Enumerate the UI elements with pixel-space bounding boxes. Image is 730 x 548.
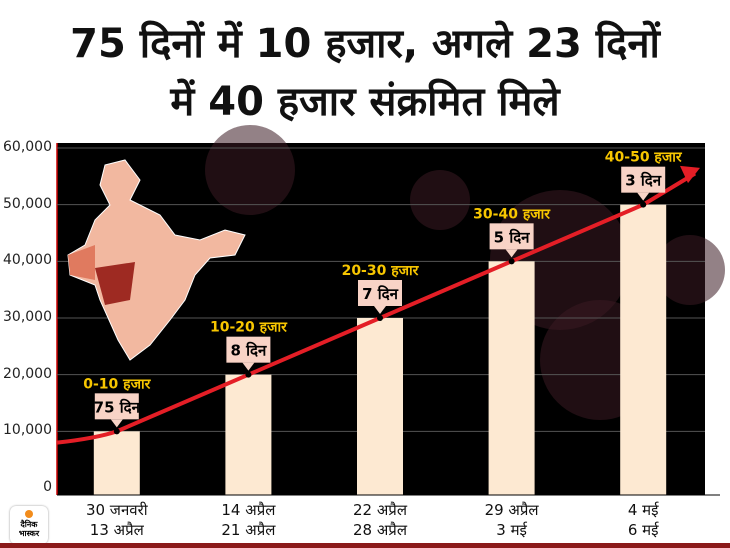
y-tick-label: 40,000 [3, 252, 52, 269]
x-tick-label: 13 अप्रैल [89, 521, 144, 539]
day-box-pointer [242, 362, 255, 371]
day-box [226, 336, 271, 363]
day-box-pointer [637, 192, 650, 201]
day-label: 3 दिन [625, 172, 662, 190]
range-label: 10-20 हजार [210, 320, 288, 336]
bar [620, 204, 667, 495]
india-map-hotspot [95, 262, 135, 305]
day-box [94, 393, 139, 420]
y-tick-label: 30,000 [3, 309, 52, 325]
day-box-pointer [110, 419, 123, 428]
range-label: 20-30 हजार [342, 263, 420, 279]
x-tick-label: 21 अप्रैल [221, 521, 276, 539]
day-box [358, 280, 402, 306]
data-point [245, 371, 252, 378]
x-tick-label: 30 जनवरी [85, 501, 148, 519]
footer-bar [0, 543, 730, 548]
x-tick-label: 14 अप्रैल [221, 501, 276, 519]
range-label: 0-10 हजार [83, 376, 151, 392]
day-label: 8 दिन [230, 342, 267, 360]
x-tick-label: 3 मई [496, 521, 527, 539]
trend-line [56, 171, 697, 445]
trend-arrow-icon [680, 165, 700, 184]
india-map-region [68, 245, 95, 280]
y-tick-label: 20,000 [3, 365, 52, 382]
data-point [508, 258, 515, 265]
x-tick-label: 4 मई [627, 501, 659, 519]
x-tick-label: 29 अप्रैल [484, 501, 539, 519]
data-point [377, 315, 383, 321]
day-box-pointer [505, 249, 518, 258]
x-tick-label: 6 मई [627, 521, 659, 539]
day-box-pointer [374, 306, 386, 314]
bar [225, 374, 272, 495]
x-tick-label: 28 अप्रैल [352, 521, 408, 539]
bar [488, 261, 535, 495]
virus-icon [205, 125, 295, 215]
range-label: 30-40 हजार [473, 206, 551, 222]
virus-icon [655, 235, 725, 305]
range-label: 40-50 हजार [605, 150, 683, 166]
data-point [640, 201, 647, 208]
y-tick-label: 10,000 [3, 422, 52, 439]
bar [357, 318, 403, 495]
day-label: 75 दिन [94, 398, 141, 416]
day-box [489, 223, 534, 250]
day-label: 5 दिन [494, 228, 531, 246]
day-box [621, 166, 666, 193]
india-map [67, 159, 246, 361]
bar [93, 431, 140, 495]
title-line-2: में 40 हजार संक्रमित मिले [170, 79, 560, 125]
y-tick-label: 0 [43, 479, 52, 495]
virus-icon [410, 170, 470, 230]
y-tick-label: 60,000 [3, 139, 52, 155]
data-point [113, 428, 120, 435]
title-line-1: 75 दिनों में 10 हजार, अगले 23 दिनों [70, 21, 660, 67]
day-label: 7 दिन [362, 285, 399, 303]
x-tick-label: 22 अप्रैल [352, 501, 408, 519]
y-tick-label: 50,000 [3, 195, 52, 212]
dainik-bhaskar-logo: दैनिक भास्कर [10, 506, 48, 544]
